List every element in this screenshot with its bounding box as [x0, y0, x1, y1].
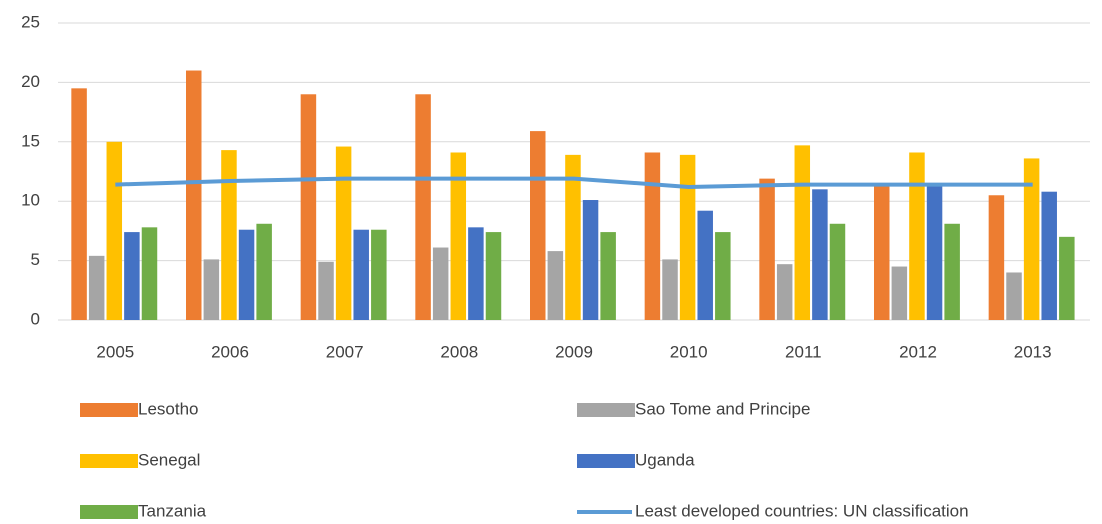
- x-tick-label: 2008: [440, 342, 478, 361]
- bar: [891, 266, 908, 320]
- y-tick-label: 25: [21, 12, 40, 31]
- bar: [697, 210, 713, 320]
- x-tick-label: 2009: [555, 342, 593, 361]
- y-tick-label: 20: [21, 72, 40, 91]
- bar: [812, 189, 828, 320]
- bar: [335, 146, 352, 320]
- bar: [874, 184, 890, 320]
- y-tick-label: 0: [31, 309, 40, 328]
- bar: [256, 223, 272, 320]
- legend-swatch: [80, 505, 138, 519]
- y-tick-label: 10: [21, 191, 40, 210]
- bar: [106, 141, 123, 320]
- bar: [1059, 236, 1075, 320]
- bar: [600, 232, 616, 320]
- bar: [679, 154, 696, 320]
- legend-swatch: [80, 454, 138, 468]
- bar: [715, 232, 731, 320]
- bar: [794, 145, 811, 320]
- bar: [353, 229, 369, 320]
- bar: [988, 195, 1005, 320]
- bar: [829, 223, 846, 320]
- bar: [485, 232, 502, 320]
- bar: [186, 70, 202, 321]
- bar: [662, 259, 678, 320]
- y-tick-label: 15: [21, 131, 40, 150]
- x-tick-label: 2012: [899, 342, 937, 361]
- bar: [221, 150, 237, 320]
- x-tick-label: 2005: [96, 342, 134, 361]
- bar: [582, 200, 599, 320]
- legend-label: Tanzania: [138, 501, 207, 520]
- bar: [759, 178, 775, 320]
- bar: [547, 251, 564, 320]
- legend-swatch: [80, 403, 138, 417]
- bar: [432, 247, 449, 320]
- legend-swatch: [577, 403, 635, 417]
- bar: [141, 227, 158, 320]
- bar: [776, 264, 793, 320]
- legend-label: Least developed countries: UN classifica…: [635, 501, 969, 520]
- line: [115, 176, 1033, 189]
- x-tick-label: 2011: [785, 342, 822, 361]
- x-tick-label: 2006: [211, 342, 249, 361]
- bar: [944, 223, 960, 320]
- bar: [300, 94, 317, 320]
- bar: [530, 131, 546, 320]
- bar: [238, 229, 255, 320]
- bar: [71, 88, 87, 320]
- bar: [926, 183, 943, 320]
- legend-label: Lesotho: [138, 399, 199, 418]
- x-tick-label: 2010: [670, 342, 708, 361]
- bar: [1023, 158, 1040, 320]
- bar: [1041, 191, 1057, 320]
- bar: [318, 261, 334, 320]
- bar: [450, 152, 467, 320]
- legend-swatch: [577, 454, 635, 468]
- bar: [371, 229, 387, 320]
- x-tick-label: 2007: [326, 342, 364, 361]
- x-tick-label: 2013: [1014, 342, 1052, 361]
- legend-label: Sao Tome and Principe: [635, 399, 810, 418]
- legend-label: Uganda: [635, 450, 695, 469]
- bar: [909, 152, 925, 320]
- y-tick-label: 5: [31, 250, 40, 269]
- legend-label: Senegal: [138, 450, 200, 469]
- bar: [203, 259, 220, 320]
- bar: [124, 232, 140, 320]
- bar: [644, 152, 661, 320]
- bar: [415, 94, 431, 320]
- bar: [468, 227, 484, 320]
- bar: [565, 154, 581, 320]
- bar: [88, 255, 105, 320]
- bar: [1006, 272, 1022, 320]
